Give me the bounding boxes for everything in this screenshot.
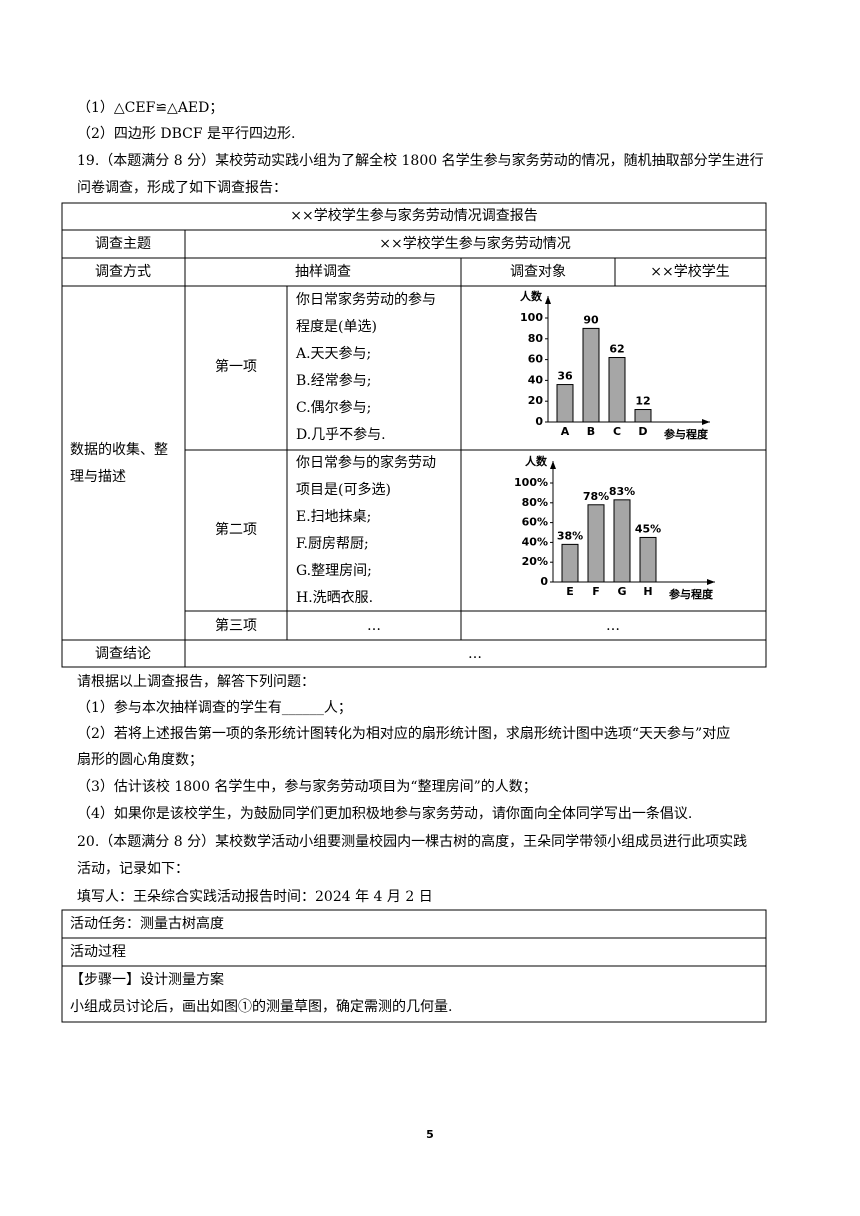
text: G.整理房间;	[296, 563, 372, 579]
text: 调查结论	[95, 646, 151, 662]
text: 调查主题	[95, 236, 151, 252]
text: F.厨房帮厨;	[296, 536, 369, 552]
arrow	[545, 296, 551, 304]
text: （1）参与本次抽样调查的学生有______人；	[77, 699, 352, 716]
text: 抽样调查	[295, 264, 351, 280]
bar	[639, 536, 657, 583]
text: 程度是(单选)	[296, 319, 377, 335]
text: 90	[583, 313, 599, 326]
text: B	[587, 425, 595, 438]
text: 项目是(可多选)	[296, 481, 391, 498]
text: 参与程度	[664, 427, 709, 441]
text: 活动过程	[70, 944, 126, 960]
text: G	[617, 585, 626, 598]
bar	[634, 409, 652, 423]
text: 问卷调查，形成了如下调查报告：	[77, 180, 287, 196]
text: 62	[609, 343, 624, 356]
text: 第一项	[215, 358, 257, 375]
text: 人数	[520, 289, 543, 303]
text: （3）估计该校 1800 名学生中，参与家务劳动项目为“整理房间”的人数；	[77, 778, 537, 795]
text: 36	[557, 370, 573, 383]
text: C.偶尔参与;	[296, 399, 371, 416]
bar	[561, 543, 579, 583]
text: 20	[528, 394, 544, 407]
text: 请根据以上调查报告，解答下列问题：	[77, 673, 315, 690]
text: （4）如果你是该校学生，为鼓励同学们更加积极地参与家务劳动，请你面向全体同学写出…	[77, 805, 692, 822]
text: 100	[520, 311, 543, 324]
text: （1）△CEF≌△AED；	[77, 100, 223, 116]
text: F	[592, 585, 600, 598]
text: 第二项	[215, 521, 257, 538]
text: 40	[528, 373, 544, 386]
text: 【步骤一】设计测量方案	[70, 971, 224, 988]
text: A.天天参与;	[295, 345, 371, 362]
text: 调查对象	[510, 264, 566, 280]
text: 0	[535, 415, 543, 428]
text: 数据的收集、整	[70, 441, 168, 458]
text: （2）若将上述报告第一项的条形统计图转化为相对应的扇形统计图，求扇形统计图中选项…	[77, 725, 730, 742]
text: 小组成员讨论后，画出如图①的测量草图，确定需测的几何量.	[70, 999, 452, 1015]
text: ××学校学生参与家务劳动情况	[379, 235, 570, 252]
text: C	[613, 425, 621, 438]
text: 60	[528, 353, 544, 366]
text: 第三项	[215, 617, 257, 634]
bar	[613, 499, 631, 583]
text: 扇形的圆心角度数；	[77, 752, 203, 768]
text: 0	[540, 575, 548, 588]
report-table	[61, 202, 767, 668]
text: E	[566, 585, 574, 598]
text: ××学校学生参与家务劳动情况调查报告	[290, 207, 537, 224]
bar	[608, 357, 626, 423]
text: 5	[426, 1128, 434, 1141]
text: 调查方式	[95, 264, 151, 280]
text: 20.（本题满分 8 分）某校数学活动小组要测量校园内一棵古树的高度，王朵同学带…	[77, 833, 747, 850]
text: 12	[635, 395, 650, 408]
text: 填写人：王朵综合实践活动报告时间：2024 年 4 月 2 日	[77, 889, 433, 905]
arrow	[707, 579, 715, 585]
arrow	[702, 419, 710, 425]
text: 理与描述	[70, 469, 126, 485]
text: …	[468, 646, 482, 662]
text: 100%	[514, 476, 548, 489]
text: 活动任务：测量古树高度	[70, 915, 224, 932]
text: A	[561, 425, 570, 438]
text: 83%	[609, 485, 635, 498]
activity-table	[61, 909, 767, 1023]
bar	[587, 504, 605, 583]
text: 你日常参与的家务劳动	[296, 454, 436, 471]
text: …	[606, 618, 620, 634]
text: 38%	[557, 529, 583, 542]
text: 参与程度	[669, 587, 714, 601]
text: 活动，记录如下：	[77, 861, 189, 877]
text: 78%	[583, 490, 609, 503]
text: 19.（本题满分 8 分）某校劳动实践小组为了解全校 1800 名学生参与家务劳…	[77, 152, 764, 169]
text: D	[638, 425, 647, 438]
text: 20%	[522, 555, 548, 568]
text: H.洗晒衣服.	[296, 590, 373, 606]
text: （2）四边形 DBCF 是平行四边形.	[77, 126, 295, 142]
arrow	[550, 461, 556, 469]
text: E.扫地抹桌;	[296, 509, 371, 525]
text: 80	[528, 332, 544, 345]
text: 你日常家务劳动的参与	[296, 291, 436, 308]
text: D.几乎不参与.	[296, 426, 386, 443]
text: B.经常参与;	[296, 372, 371, 389]
text: 80%	[522, 496, 548, 509]
bar	[556, 384, 574, 423]
text: ××学校学生	[650, 263, 729, 280]
text: …	[367, 618, 381, 634]
text: H	[643, 585, 652, 598]
text: 40%	[522, 535, 548, 548]
text: 45%	[635, 522, 661, 535]
text: 60%	[522, 516, 548, 529]
bar	[582, 327, 600, 423]
text: 人数	[525, 454, 548, 468]
